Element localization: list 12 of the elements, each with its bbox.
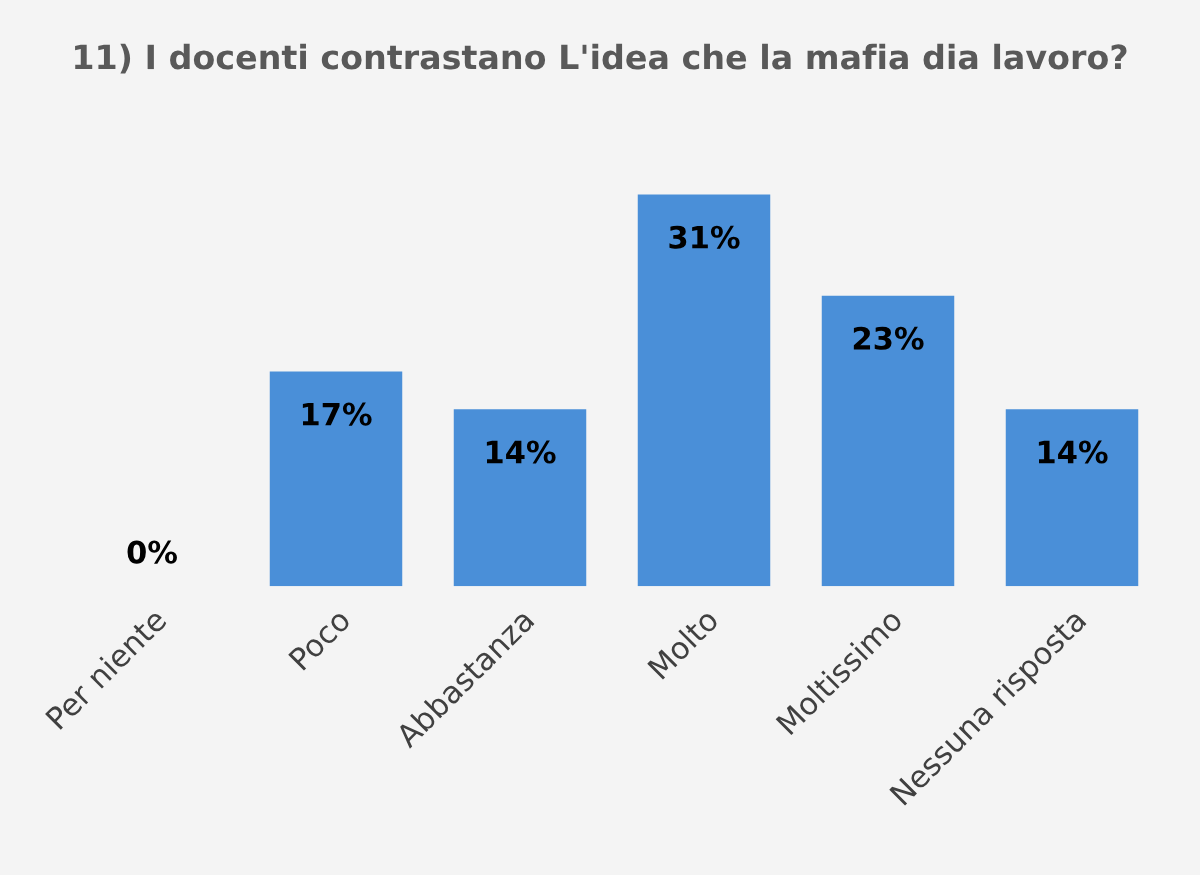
bar xyxy=(453,409,587,587)
data-label: 14% xyxy=(1038,440,1108,464)
chart-title: 11) I docenti contrastano L'idea che la mafia dia lavoro? xyxy=(75,43,1127,74)
bar xyxy=(821,295,955,587)
data-label: 0% xyxy=(127,540,177,564)
data-label: 31% xyxy=(669,225,740,249)
data-label: 17% xyxy=(302,402,372,426)
bar xyxy=(1005,409,1139,587)
bar xyxy=(269,371,403,587)
data-label: 23% xyxy=(853,326,924,350)
data-label: 14% xyxy=(486,440,556,464)
bar xyxy=(637,194,771,587)
